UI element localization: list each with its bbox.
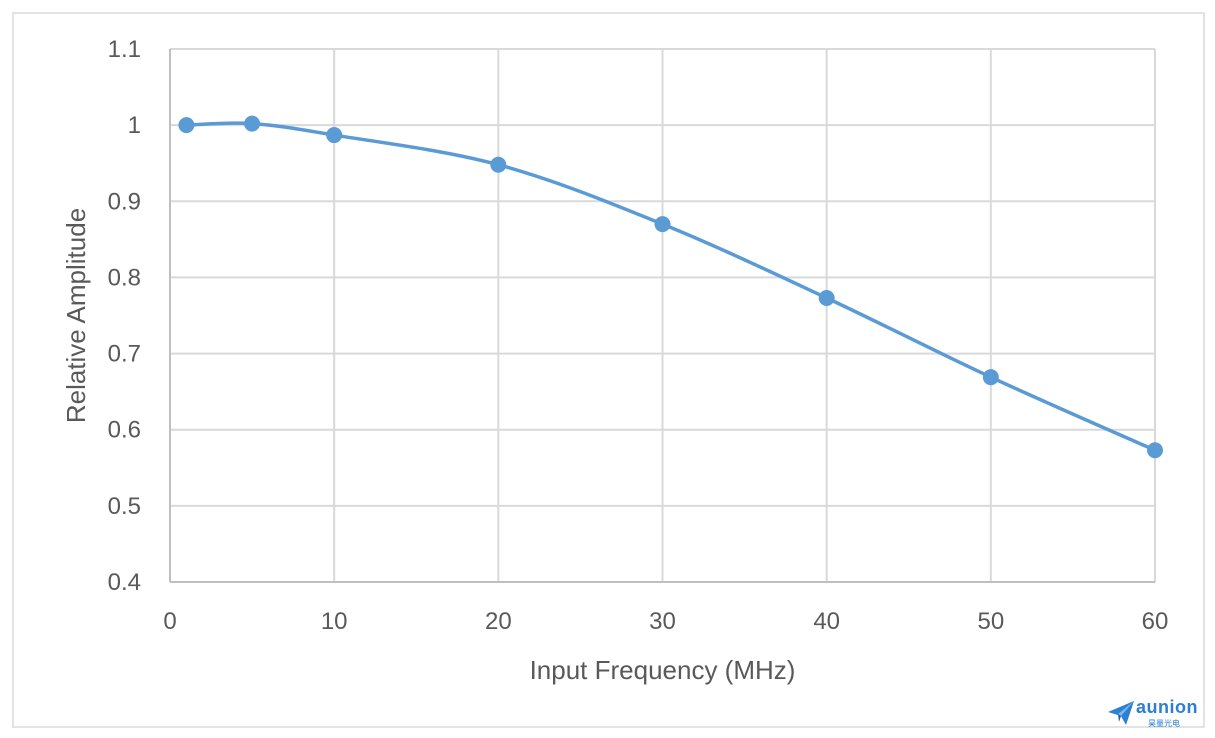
logo-subtitle: 昊量光电: [1148, 719, 1180, 728]
x-tick-label: 40: [813, 608, 840, 635]
series-line: [186, 121, 1156, 452]
data-point: [490, 156, 507, 173]
logo-name: aunion: [1136, 697, 1198, 717]
brand-logo: aunion 昊量光电: [1106, 696, 1208, 732]
y-tick-label: 0.6: [108, 417, 141, 444]
data-point: [1147, 442, 1163, 459]
y-tick-label: 0.4: [108, 569, 141, 596]
data-point: [326, 127, 343, 144]
x-tick-label: 60: [1142, 608, 1169, 635]
y-tick-label: 1: [128, 112, 141, 139]
x-tick-label: 30: [649, 608, 676, 635]
y-tick-label: 0.9: [108, 188, 141, 215]
x-tick-label: 0: [163, 608, 176, 635]
chart-frame: [12, 12, 1205, 728]
x-tick-label: 50: [977, 608, 1004, 635]
axes: [169, 49, 1155, 583]
x-tick-label: 10: [321, 608, 348, 635]
grid-lines: [170, 48, 1156, 582]
series-layer: [178, 115, 1163, 459]
x-tick-label: 20: [485, 608, 512, 635]
y-tick-label: 0.8: [108, 264, 141, 291]
data-point: [982, 369, 999, 386]
data-point: [244, 115, 261, 132]
x-axis-title: Input Frequency (MHz): [530, 655, 796, 685]
y-tick-label: 0.5: [108, 493, 141, 520]
y-axis-title: Relative Amplitude: [61, 208, 91, 423]
data-point: [654, 216, 671, 233]
data-point: [178, 117, 195, 134]
data-point: [818, 289, 835, 306]
y-tick-label: 0.7: [108, 341, 141, 368]
tick-labels: 0.4 0.5 0.6 0.7 0.8 0.9 1 1.1 0 10 20 30 40 50 60: [108, 36, 1169, 635]
paper-plane-icon: [1108, 701, 1134, 725]
y-tick-label: 1.1: [108, 36, 141, 63]
